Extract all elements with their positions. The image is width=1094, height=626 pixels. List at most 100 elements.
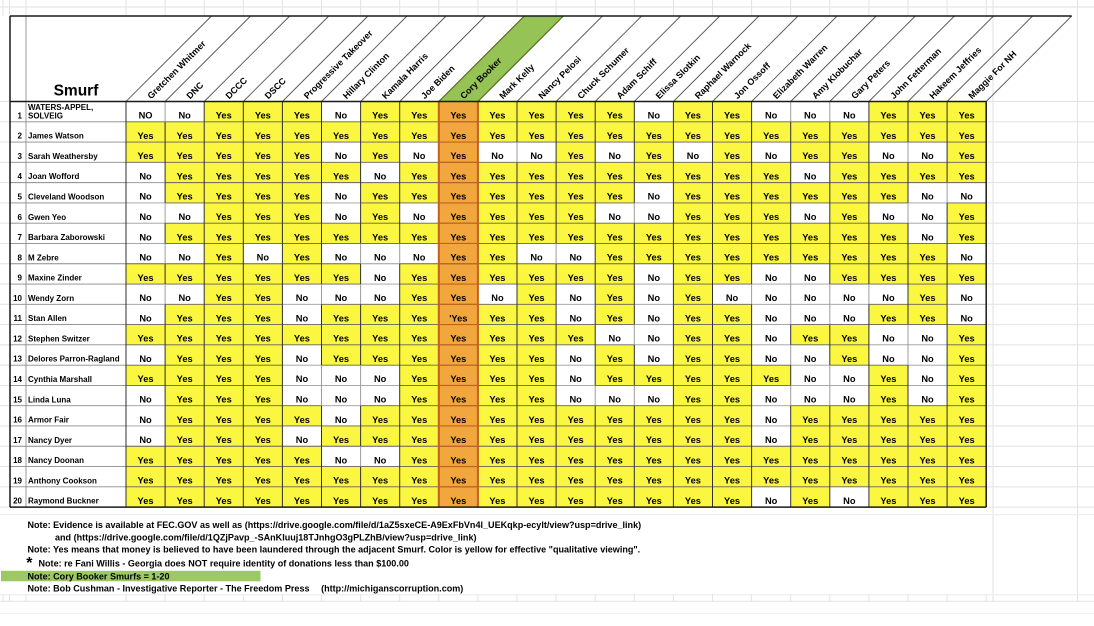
svg-text:Yes: Yes	[411, 334, 427, 344]
svg-text:Yes: Yes	[450, 415, 466, 425]
svg-text:No: No	[804, 111, 817, 121]
svg-text:No: No	[648, 313, 661, 323]
svg-text:No: No	[335, 212, 348, 222]
svg-text:Gary Peters: Gary Peters	[849, 58, 892, 101]
svg-text:Yes: Yes	[333, 354, 349, 364]
svg-text:Yes: Yes	[450, 253, 466, 263]
svg-text:Yes: Yes	[685, 415, 701, 425]
svg-text:Yes: Yes	[138, 476, 154, 486]
svg-text:Yes: Yes	[607, 253, 623, 263]
svg-text:Yes: Yes	[646, 151, 662, 161]
svg-text:Yes: Yes	[920, 313, 936, 323]
svg-text:Yes: Yes	[294, 192, 310, 202]
svg-text:No: No	[296, 395, 309, 405]
svg-text:No: No	[296, 374, 309, 384]
svg-text:Yes: Yes	[294, 455, 310, 465]
svg-text:Yes: Yes	[529, 273, 545, 283]
svg-text:Yes: Yes	[529, 395, 545, 405]
svg-text:Yes: Yes	[880, 435, 896, 445]
svg-text:Yes: Yes	[177, 496, 193, 506]
svg-text:Yes: Yes	[880, 253, 896, 263]
svg-text:No: No	[765, 354, 778, 364]
svg-text:Wendy Zorn: Wendy Zorn	[28, 294, 74, 303]
svg-text:Yes: Yes	[372, 131, 388, 141]
svg-text:Yes: Yes	[138, 131, 154, 141]
svg-text:Yes: Yes	[411, 171, 427, 181]
svg-text:Yes: Yes	[920, 293, 936, 303]
svg-text:Yes: Yes	[216, 273, 232, 283]
svg-text:No: No	[413, 253, 426, 263]
svg-text:Yes: Yes	[255, 395, 271, 405]
svg-text:Yes: Yes	[607, 415, 623, 425]
svg-text:No: No	[765, 415, 778, 425]
svg-text:Yes: Yes	[255, 334, 271, 344]
svg-text:Yes: Yes	[529, 131, 545, 141]
svg-text:Yes: Yes	[255, 455, 271, 465]
svg-text:No: No	[139, 293, 152, 303]
svg-text:No: No	[569, 313, 582, 323]
svg-text:No: No	[296, 354, 309, 364]
svg-text:Yes: Yes	[372, 476, 388, 486]
svg-text:Yes: Yes	[411, 455, 427, 465]
svg-text:James Watson: James Watson	[28, 132, 84, 141]
svg-text:Yes: Yes	[333, 476, 349, 486]
svg-text:Yes: Yes	[724, 212, 740, 222]
svg-text:Yes: Yes	[489, 476, 505, 486]
svg-text:Yes: Yes	[450, 293, 466, 303]
svg-text:Yes: Yes	[607, 192, 623, 202]
svg-text:Yes: Yes	[450, 496, 466, 506]
svg-text:No: No	[921, 334, 934, 344]
svg-text:Yes: Yes	[646, 415, 662, 425]
svg-text:Yes: Yes	[763, 212, 779, 222]
svg-text:No: No	[413, 151, 426, 161]
svg-text:Yes: Yes	[841, 192, 857, 202]
svg-text:No: No	[921, 354, 934, 364]
svg-text:No: No	[335, 151, 348, 161]
svg-text:Yes: Yes	[255, 476, 271, 486]
svg-text:No: No	[374, 293, 387, 303]
svg-text:No: No	[413, 212, 426, 222]
svg-text:Stephen Switzer: Stephen Switzer	[28, 334, 90, 343]
svg-text:No: No	[960, 192, 973, 202]
svg-text:Cynthia Marshall: Cynthia Marshall	[28, 375, 92, 384]
svg-text:Yes: Yes	[489, 415, 505, 425]
svg-text:No: No	[374, 374, 387, 384]
svg-text:Stan Allen: Stan Allen	[28, 314, 67, 323]
svg-text:No: No	[609, 395, 622, 405]
svg-text:Barbara Zaborowski: Barbara Zaborowski	[28, 233, 105, 242]
svg-text:Yes: Yes	[372, 313, 388, 323]
svg-text:No: No	[530, 151, 543, 161]
svg-text:No: No	[726, 293, 739, 303]
svg-text:Yes: Yes	[411, 415, 427, 425]
svg-text:Note: Cory Booker Smurfs = 1-2: Note: Cory Booker Smurfs = 1-20	[28, 571, 170, 581]
svg-text:Yes: Yes	[333, 232, 349, 242]
svg-text:Yes: Yes	[880, 171, 896, 181]
svg-text:Yes: Yes	[138, 455, 154, 465]
svg-text:No: No	[648, 111, 661, 121]
svg-text:Yes: Yes	[529, 334, 545, 344]
svg-text:No: No	[843, 374, 856, 384]
svg-text:No: No	[609, 212, 622, 222]
svg-text:Yes: Yes	[529, 171, 545, 181]
svg-text:Yes: Yes	[255, 151, 271, 161]
svg-text:Yes: Yes	[685, 435, 701, 445]
svg-text:Yes: Yes	[568, 476, 584, 486]
svg-text:12: 12	[13, 334, 22, 343]
svg-text:No: No	[609, 334, 622, 344]
svg-text:Yes: Yes	[255, 131, 271, 141]
svg-text:Yes: Yes	[724, 496, 740, 506]
svg-text:No: No	[648, 212, 661, 222]
svg-text:Yes: Yes	[841, 212, 857, 222]
svg-text:Yes: Yes	[841, 151, 857, 161]
svg-text:Yes: Yes	[568, 192, 584, 202]
svg-text:Yes: Yes	[529, 192, 545, 202]
svg-text:No: No	[648, 273, 661, 283]
svg-text:Delores Parron-Ragland: Delores Parron-Ragland	[28, 355, 120, 364]
svg-text:Yes: Yes	[763, 374, 779, 384]
svg-text:Yes: Yes	[529, 496, 545, 506]
svg-text:Yes: Yes	[646, 374, 662, 384]
svg-text:Yes: Yes	[724, 192, 740, 202]
svg-text:Yes: Yes	[372, 212, 388, 222]
svg-text:No: No	[804, 313, 817, 323]
svg-text:10: 10	[13, 294, 22, 303]
